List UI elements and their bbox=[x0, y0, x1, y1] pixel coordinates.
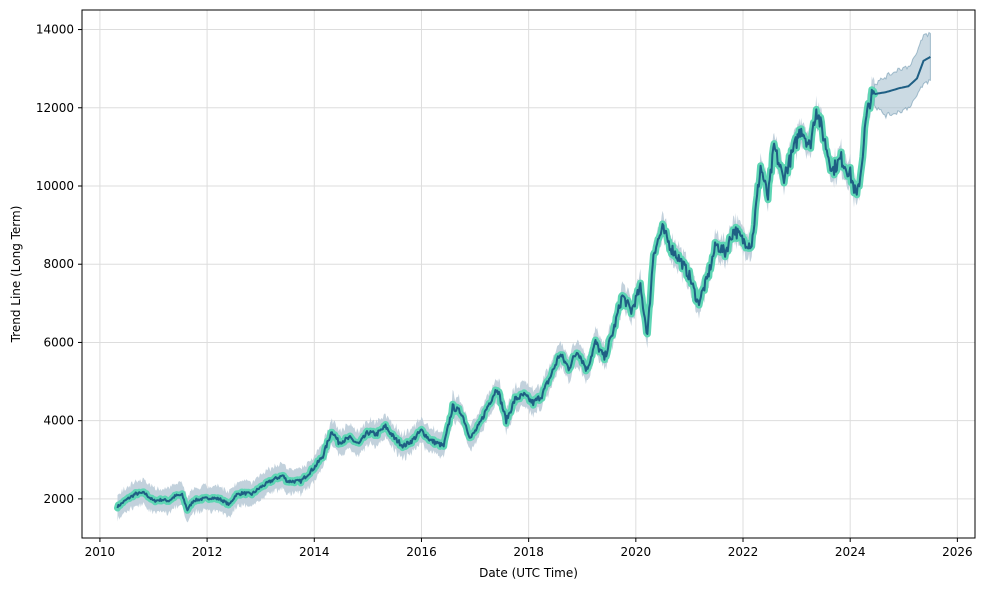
history-confidence-band bbox=[117, 76, 875, 523]
x-tick-label: 2026 bbox=[942, 545, 973, 559]
history-highlight-line bbox=[114, 86, 878, 514]
y-tick-label: 8000 bbox=[43, 257, 74, 271]
x-axis: 2010 2012 2014 2016 2018 2020 2022 2024 2026 bbox=[85, 538, 973, 559]
x-tick-label: 2016 bbox=[406, 545, 437, 559]
y-tick-label: 4000 bbox=[43, 414, 74, 428]
history-band bbox=[117, 76, 875, 523]
x-tick-label: 2012 bbox=[192, 545, 223, 559]
x-tick-label: 2018 bbox=[513, 545, 544, 559]
y-tick-label: 2000 bbox=[43, 492, 74, 506]
x-tick-label: 2022 bbox=[728, 545, 759, 559]
y-tick-label: 12000 bbox=[36, 101, 74, 115]
y-axis: 2000 4000 6000 8000 10000 12000 14000 bbox=[36, 23, 82, 506]
x-tick-label: 2010 bbox=[85, 545, 116, 559]
x-axis-label: Date (UTC Time) bbox=[479, 566, 578, 580]
y-tick-label: 14000 bbox=[36, 23, 74, 37]
y-axis-label: Trend Line (Long Term) bbox=[9, 206, 23, 344]
grid-lines bbox=[82, 10, 975, 538]
y-tick-label: 10000 bbox=[36, 179, 74, 193]
history-trend-line bbox=[116, 88, 876, 512]
forecast-band bbox=[874, 31, 931, 120]
x-tick-label: 2014 bbox=[299, 545, 330, 559]
history-highlight bbox=[114, 86, 878, 514]
x-tick-label: 2020 bbox=[621, 545, 652, 559]
forecast-trend-line bbox=[874, 56, 931, 96]
forecast-confidence-band bbox=[874, 31, 931, 120]
y-tick-label: 6000 bbox=[43, 335, 74, 349]
x-tick-label: 2024 bbox=[835, 545, 866, 559]
trend-lines bbox=[116, 56, 931, 512]
